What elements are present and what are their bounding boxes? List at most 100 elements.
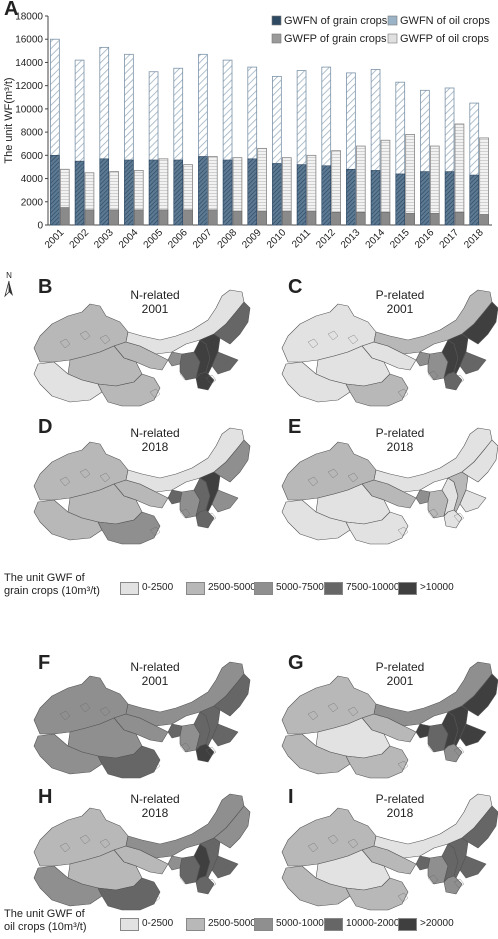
bar-gwfn-grain bbox=[222, 159, 233, 226]
region-hn bbox=[195, 371, 215, 391]
legend-entry: GWFP of oil crops bbox=[400, 33, 490, 45]
map-c bbox=[281, 289, 498, 407]
bar-gwfn-oil bbox=[109, 209, 119, 226]
panel-label-d: D bbox=[38, 416, 53, 438]
legend-class-label: 5000-7500 bbox=[276, 582, 324, 593]
map-h bbox=[33, 793, 251, 911]
bar-gwfn-oil bbox=[183, 209, 193, 226]
bar-gwfn-oil bbox=[60, 207, 70, 226]
map-d bbox=[33, 427, 251, 545]
region-nm bbox=[373, 289, 493, 355]
region-ne bbox=[213, 439, 251, 483]
county-boundary bbox=[79, 702, 91, 713]
county-boundary bbox=[327, 330, 339, 341]
legend-entry: GWFN of oil crops bbox=[400, 15, 490, 27]
bar-gwfn-grain bbox=[50, 155, 60, 226]
legend-swatch bbox=[120, 918, 139, 931]
bar-gwfp-oil bbox=[405, 134, 415, 226]
legend-class-label: >10000 bbox=[420, 582, 454, 593]
region-ne bbox=[461, 301, 498, 345]
legend-swatch bbox=[324, 918, 343, 931]
panel-label-g: G bbox=[288, 652, 304, 674]
region-nm bbox=[373, 793, 493, 859]
region-hn bbox=[195, 743, 215, 763]
region-ne bbox=[213, 805, 251, 849]
region-tb bbox=[281, 499, 351, 541]
bar-gwfn-oil bbox=[331, 211, 341, 226]
region-sd bbox=[459, 489, 487, 513]
region-tb bbox=[281, 733, 351, 775]
region-ne bbox=[461, 805, 498, 849]
region-tb bbox=[33, 499, 103, 541]
x-tick-label: 2009 bbox=[240, 227, 264, 251]
county-boundary bbox=[307, 710, 319, 721]
panel-label-f: F bbox=[38, 652, 51, 674]
x-tick-label: 2013 bbox=[339, 227, 363, 251]
county-boundary bbox=[397, 526, 409, 537]
region-xj bbox=[33, 675, 129, 735]
legend-swatch bbox=[271, 33, 282, 44]
legend-grain-title: The unit GWF of grain crops (10m³/t) bbox=[4, 572, 100, 597]
panel-label-h: H bbox=[38, 786, 53, 808]
region-tb bbox=[281, 865, 351, 907]
region-nm bbox=[125, 661, 245, 727]
county-boundary bbox=[149, 892, 161, 903]
y-axis-label: The unit WF(m³/t) bbox=[3, 77, 15, 163]
panel-label-b: B bbox=[38, 276, 53, 298]
county-boundary bbox=[59, 842, 71, 853]
county-boundary bbox=[99, 334, 111, 345]
county-boundary bbox=[59, 710, 71, 721]
map-e-title: P-related 2018 bbox=[375, 426, 425, 454]
county-boundary bbox=[427, 370, 439, 381]
region-sd bbox=[211, 855, 239, 879]
x-tick-label: 2002 bbox=[68, 227, 92, 251]
x-tick-label: 2001 bbox=[43, 227, 67, 251]
bar-gwfn-grain bbox=[124, 159, 134, 226]
bar-gwfn-grain bbox=[395, 173, 405, 226]
region-hn bbox=[443, 743, 463, 763]
bar-gwfn-oil bbox=[257, 210, 267, 226]
region-sc bbox=[97, 877, 161, 911]
legend-swatch bbox=[120, 582, 139, 595]
county-boundary bbox=[149, 388, 161, 399]
x-tick-label: 2017 bbox=[438, 227, 462, 251]
panel-label-e: E bbox=[288, 416, 302, 438]
region-nm bbox=[125, 793, 245, 859]
region-xj bbox=[33, 303, 129, 363]
county-boundary bbox=[205, 878, 217, 889]
region-tb bbox=[281, 361, 351, 403]
county-boundary bbox=[347, 334, 359, 345]
legend-swatch bbox=[324, 582, 343, 595]
bar-gwfn-grain bbox=[370, 170, 381, 226]
region-xj bbox=[281, 807, 377, 867]
bar-gwfn-grain bbox=[173, 159, 183, 226]
region-hn bbox=[443, 371, 463, 391]
y-tick-label: 12000 bbox=[15, 81, 43, 92]
county-boundary bbox=[397, 388, 409, 399]
region-ne bbox=[213, 301, 251, 345]
bar-gwfp-oil bbox=[479, 137, 489, 226]
county-boundary bbox=[205, 746, 217, 757]
region-sd bbox=[459, 723, 487, 747]
region-xj bbox=[33, 441, 129, 501]
map-b bbox=[33, 289, 251, 407]
legend-class-label: 10000-20000 bbox=[346, 918, 405, 929]
legend-swatch bbox=[271, 15, 282, 26]
bar-gwfn-grain bbox=[444, 171, 455, 226]
region-nm bbox=[125, 427, 245, 493]
region-sc bbox=[97, 511, 161, 545]
panel-label-a: A bbox=[4, 0, 19, 20]
legend-class-label: 5000-10000 bbox=[276, 918, 330, 929]
y-tick-label: 0 bbox=[37, 221, 43, 232]
region-sc bbox=[345, 373, 409, 407]
county-boundary bbox=[347, 472, 359, 483]
bar-gwfn-grain bbox=[296, 164, 307, 226]
legend-class-label: 2500-5000 bbox=[208, 582, 256, 593]
legend-class-label: 2500-5000 bbox=[208, 918, 256, 929]
county-boundary bbox=[79, 834, 91, 845]
region-ne bbox=[461, 673, 498, 717]
legend-swatch bbox=[398, 918, 417, 931]
x-tick-label: 2014 bbox=[364, 227, 388, 251]
map-d-title: N-related 2018 bbox=[130, 426, 180, 454]
panel-label-c: C bbox=[288, 276, 303, 298]
